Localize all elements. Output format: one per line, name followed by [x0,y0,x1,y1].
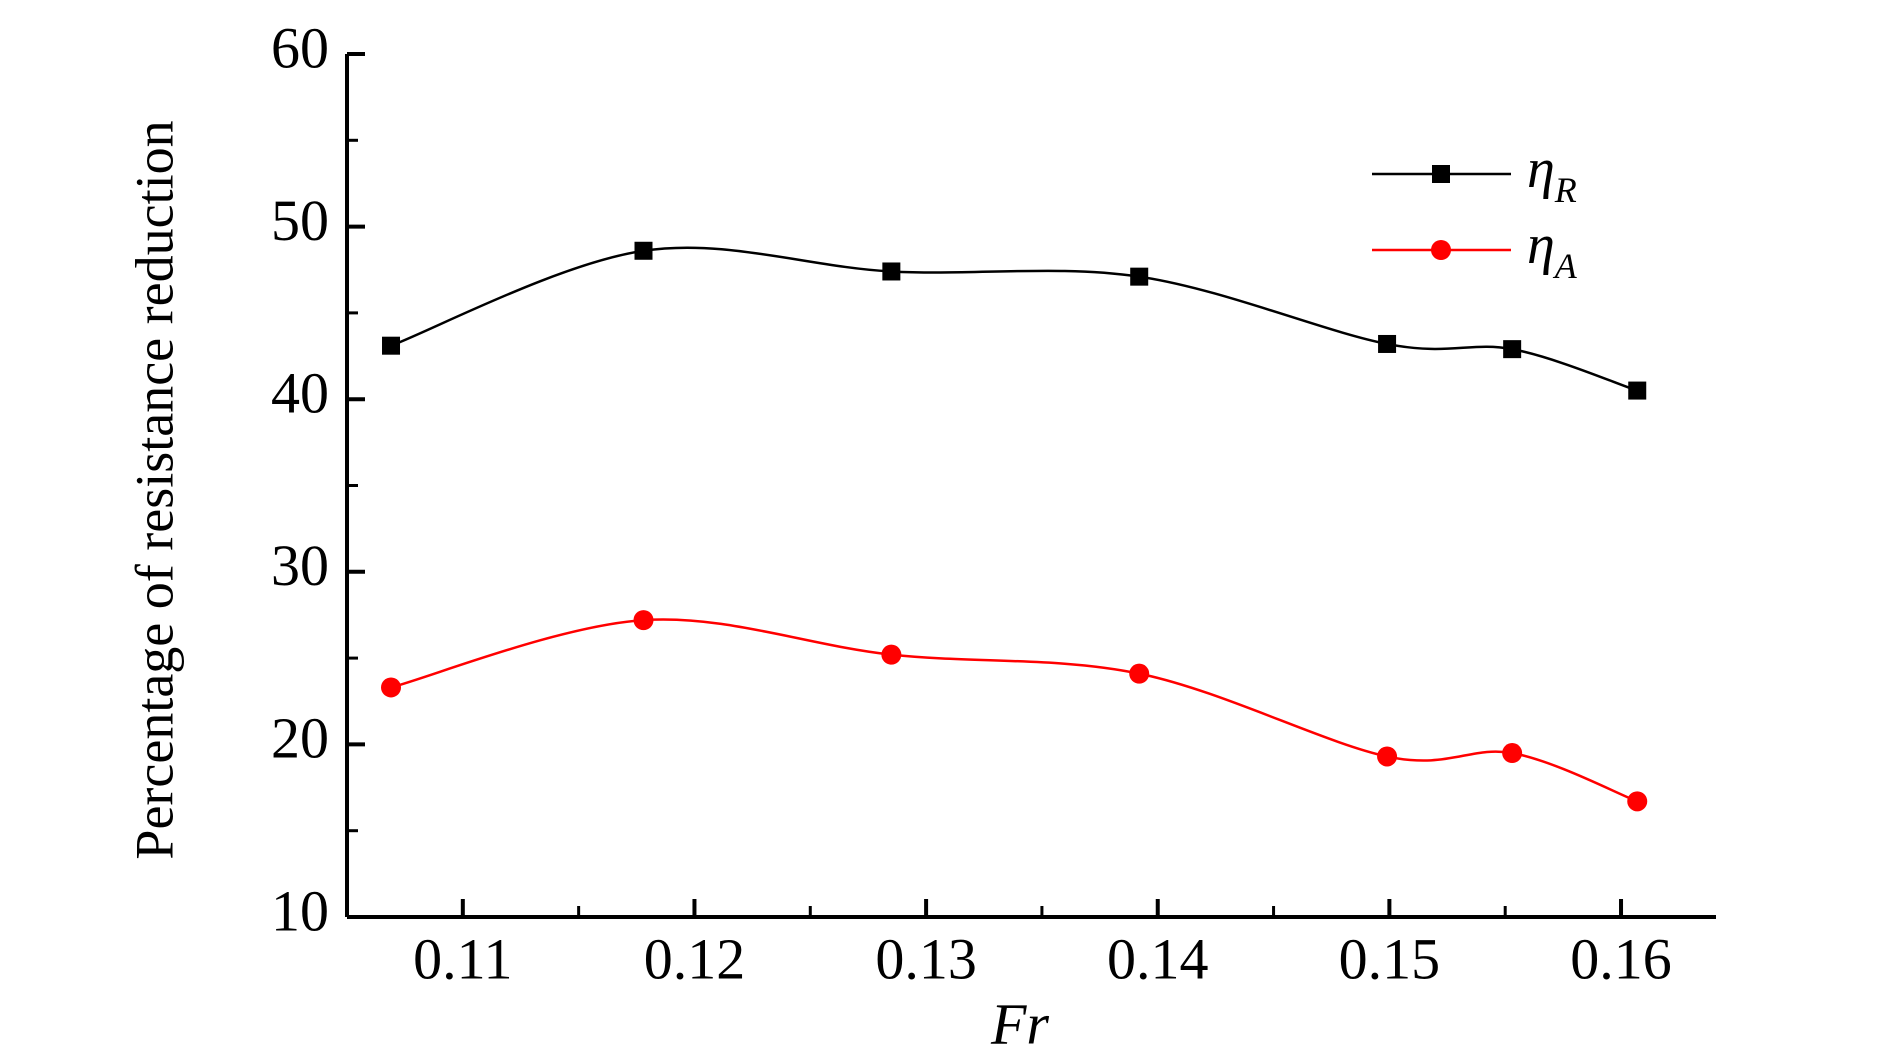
series-line [390,246,1638,392]
marker [1377,746,1398,767]
y-tick-label: 20 [271,706,329,771]
legend-marker [1432,165,1450,183]
marker [382,336,401,355]
x-tick-label: 0.16 [1570,926,1672,991]
marker [1130,267,1149,286]
marker [633,610,654,631]
legend-marker [1431,240,1451,260]
marker [1503,340,1522,359]
x-tick-label: 0.13 [875,926,977,991]
marker [634,241,653,260]
marker [381,677,402,698]
legend-symbol: η [1527,214,1555,276]
marker [1628,381,1647,400]
legend-subscript: R [1554,170,1577,210]
marker [1378,334,1397,353]
y-axis-label: Percentage of resistance reduction [124,120,184,859]
y-tick-label: 30 [271,533,329,598]
x-tick-label: 0.15 [1339,926,1441,991]
legend-symbol: η [1527,138,1555,200]
x-axis-label: Fr [990,991,1049,1056]
legend-label: ηR [1527,138,1577,210]
x-tick-label: 0.12 [644,926,746,991]
marker [1627,791,1648,812]
series-line [390,618,1638,803]
x-tick-label: 0.11 [413,926,512,991]
legend-label: ηA [1527,214,1578,286]
legend-subscript: A [1553,246,1578,286]
y-tick-label: 50 [271,188,329,253]
marker [881,644,902,665]
marker [1129,663,1150,684]
marker [1502,743,1523,764]
y-tick-label: 60 [271,15,329,80]
y-tick-label: 40 [271,361,329,426]
x-tick-label: 0.14 [1107,926,1209,991]
y-tick-label: 10 [271,878,329,943]
marker [882,262,901,281]
